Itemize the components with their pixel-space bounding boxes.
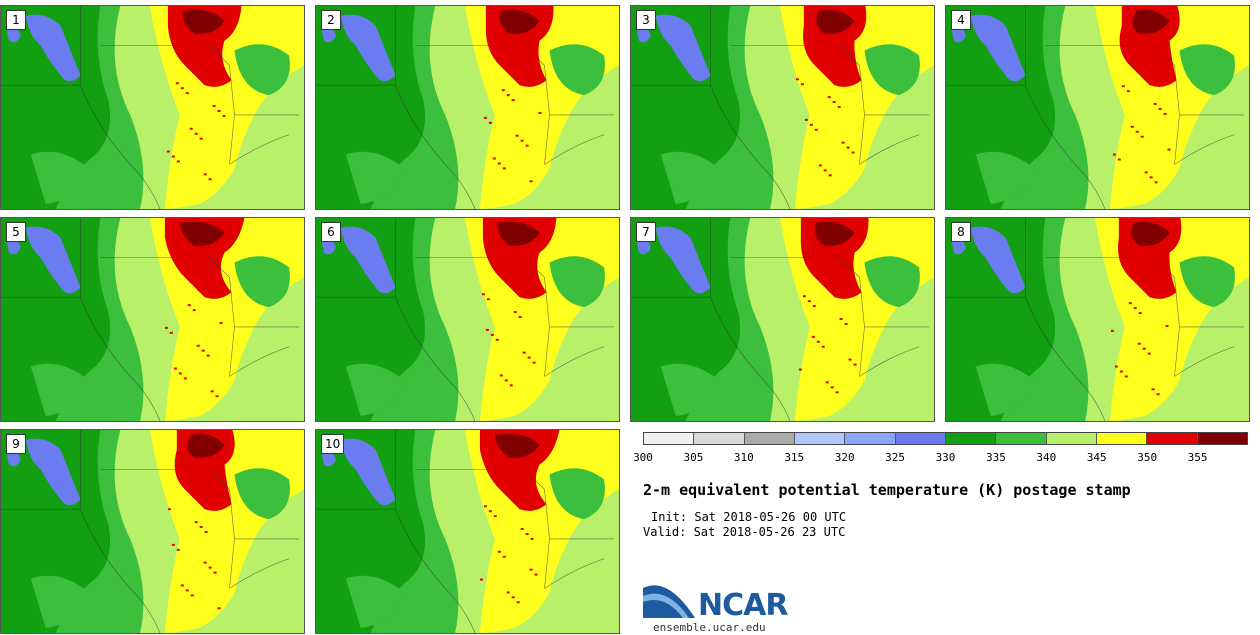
init-time: Init: Sat 2018-05-26 00 UTC <box>651 510 847 524</box>
member-number-label: 5 <box>6 222 26 242</box>
member-number-label: 10 <box>321 434 345 454</box>
ensemble-member-panel: 7 <box>630 217 935 422</box>
ensemble-member-panel: 4 <box>945 5 1250 210</box>
ncar-logo-icon <box>643 585 695 618</box>
colorbar-bin <box>1046 433 1097 444</box>
ensemble-member-panel: 2 <box>315 5 620 210</box>
ensemble-member-panel: 9 <box>0 429 305 634</box>
colorbar-bin <box>1197 433 1247 444</box>
theta-e-map <box>316 218 619 421</box>
member-number-label: 7 <box>636 222 656 242</box>
ensemble-member-panel: 1 <box>0 5 305 210</box>
member-number-label: 1 <box>6 10 26 30</box>
colorbar-tick-label: 320 <box>834 451 855 464</box>
colorbar-tick-label: 350 <box>1137 451 1158 464</box>
ensemble-member-panel: 10 <box>315 429 620 634</box>
member-number-label: 9 <box>6 434 26 454</box>
theta-e-map <box>1 6 304 209</box>
colorbar <box>643 432 1248 445</box>
colorbar-tick-label: 345 <box>1086 451 1107 464</box>
colorbar-tick-label: 330 <box>935 451 956 464</box>
colorbar-tick-label: 355 <box>1187 451 1208 464</box>
colorbar-tick-label: 315 <box>784 451 805 464</box>
member-number-label: 2 <box>321 10 341 30</box>
colorbar-bin <box>744 433 795 444</box>
theta-e-map <box>316 430 619 633</box>
theta-e-map <box>946 218 1249 421</box>
member-number-label: 4 <box>951 10 971 30</box>
colorbar-tick-label: 335 <box>985 451 1006 464</box>
colorbar-bin <box>794 433 846 444</box>
member-number-label: 8 <box>951 222 971 242</box>
ensemble-member-panel: 5 <box>0 217 305 422</box>
theta-e-map <box>1 218 304 421</box>
colorbar-bin <box>895 433 946 444</box>
colorbar-bin <box>845 433 896 444</box>
colorbar-tick-label: 300 <box>633 451 653 464</box>
colorbar-bin <box>644 433 695 444</box>
plot-title: 2-m equivalent potential temperature (K)… <box>643 481 1131 499</box>
ensemble-member-panel: 6 <box>315 217 620 422</box>
ensemble-member-panel: 8 <box>945 217 1250 422</box>
theta-e-map <box>631 6 934 209</box>
theta-e-map <box>631 218 934 421</box>
colorbar-bin <box>694 433 745 444</box>
valid-time: Valid: Sat 2018-05-26 23 UTC <box>643 525 846 539</box>
colorbar-tick-label: 310 <box>733 451 754 464</box>
colorbar-bin <box>1096 433 1148 444</box>
ensemble-member-panel: 3 <box>630 5 935 210</box>
member-number-label: 3 <box>636 10 656 30</box>
colorbar-bin <box>996 433 1047 444</box>
member-number-label: 6 <box>321 222 341 242</box>
theta-e-map <box>1 430 304 633</box>
colorbar-tick-label: 325 <box>885 451 906 464</box>
ncar-logo-text: NCAR <box>698 588 788 623</box>
theta-e-map <box>946 6 1249 209</box>
colorbar-tick-label: 305 <box>683 451 704 464</box>
colorbar-bin <box>1147 433 1198 444</box>
colorbar-bin <box>945 433 997 444</box>
site-url: ensemble.ucar.edu <box>653 621 766 634</box>
colorbar-tick-label: 340 <box>1036 451 1057 464</box>
theta-e-map <box>316 6 619 209</box>
